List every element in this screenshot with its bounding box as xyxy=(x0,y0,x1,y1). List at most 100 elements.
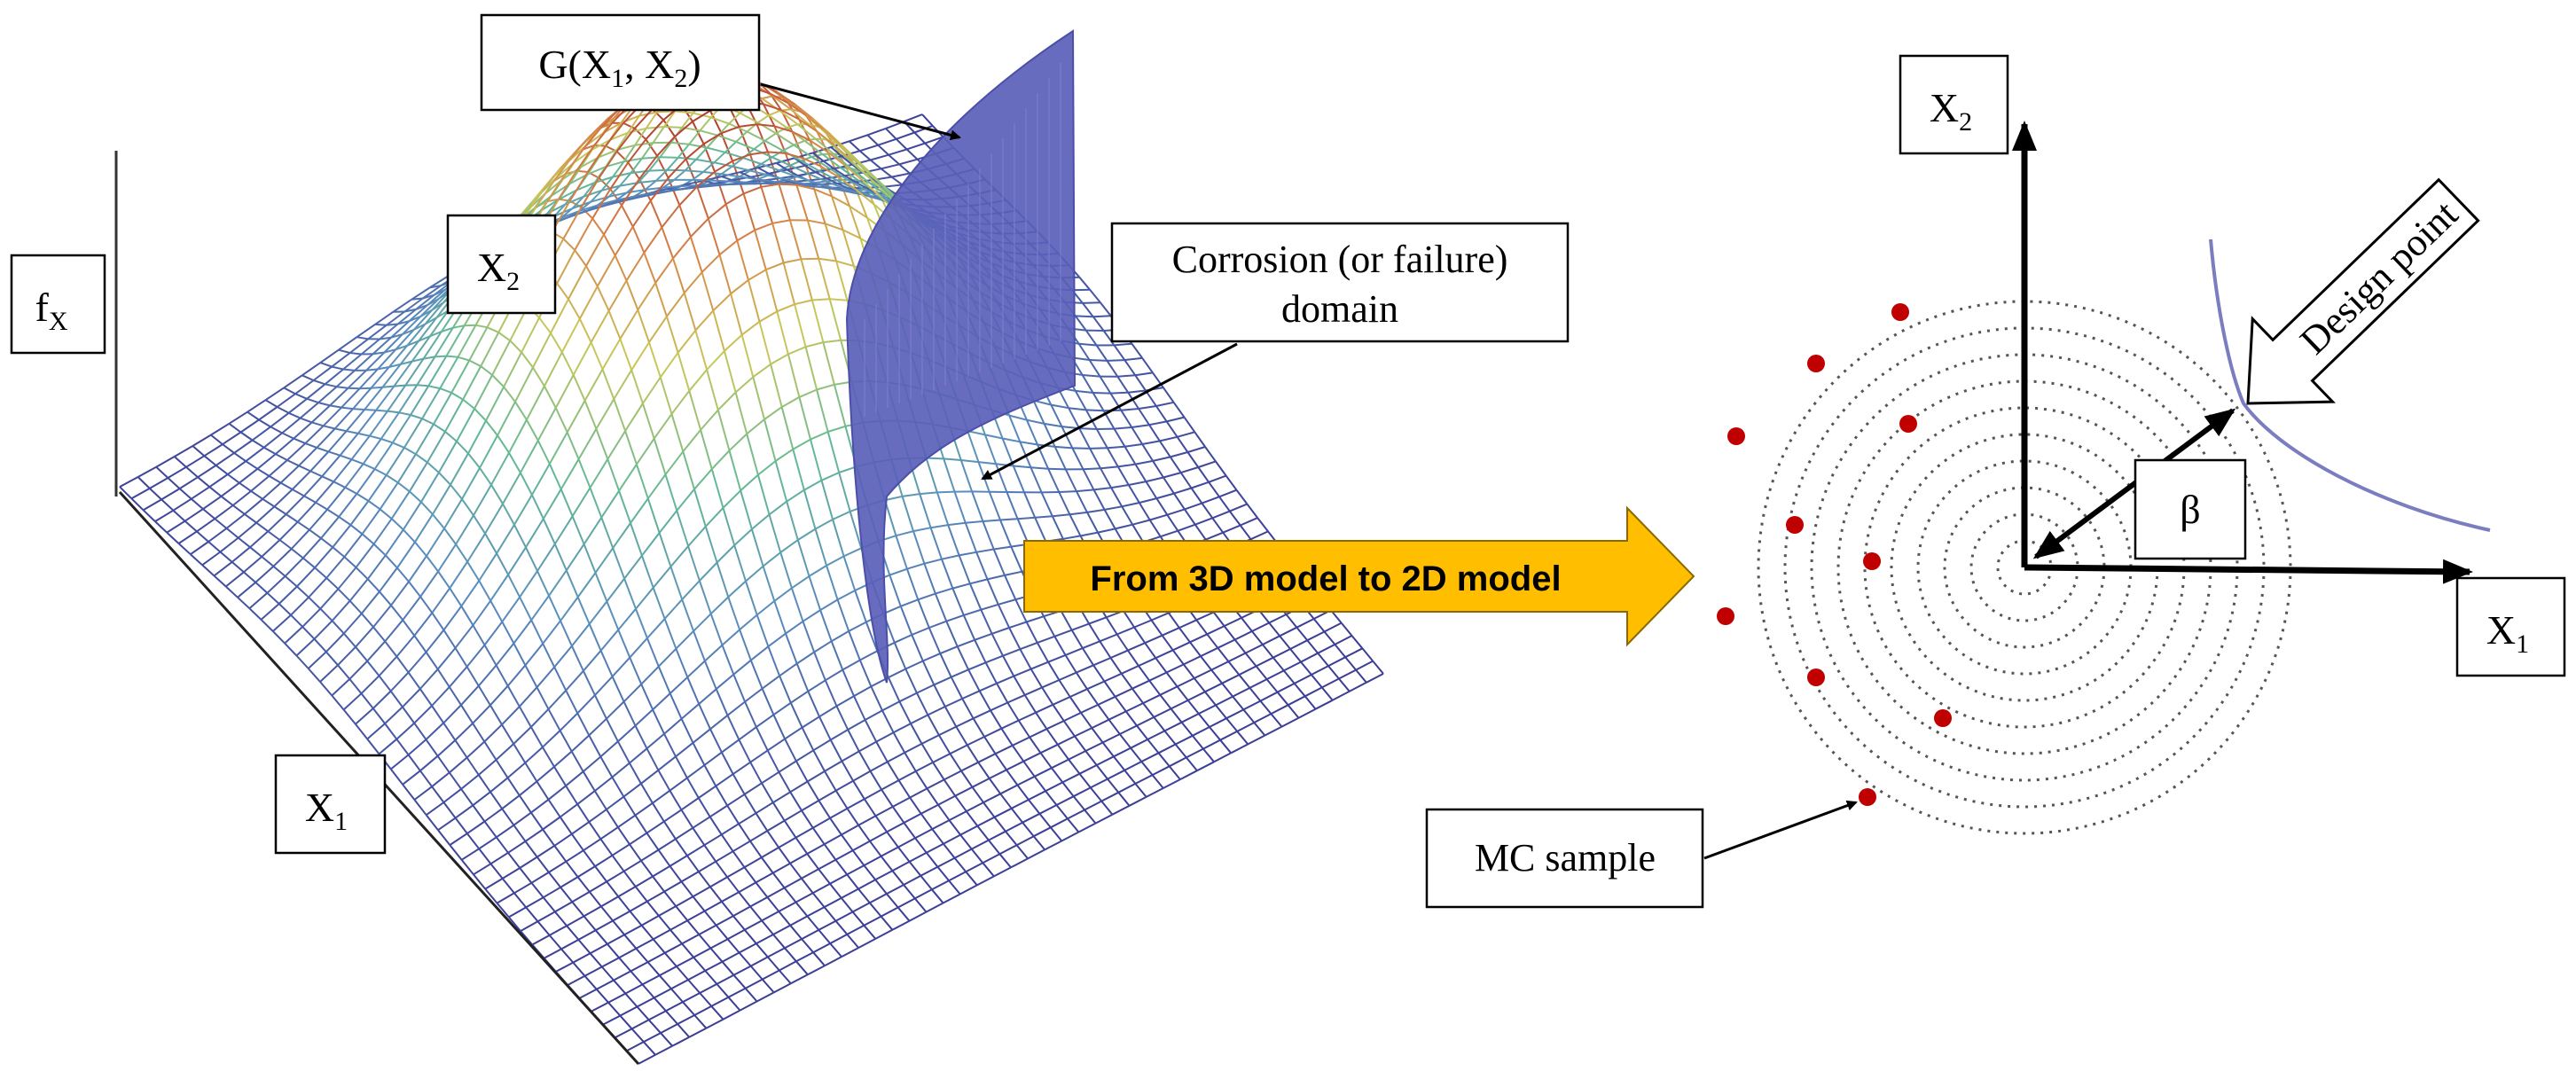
mesh-segment xyxy=(812,882,831,895)
mesh-segment xyxy=(629,900,648,912)
mesh-segment xyxy=(411,335,431,363)
mesh-segment xyxy=(530,799,550,814)
mesh-segment xyxy=(1209,726,1221,741)
mesh-segment xyxy=(766,887,786,898)
mesh-segment xyxy=(355,567,369,580)
mesh-segment xyxy=(300,417,313,424)
mesh-segment xyxy=(1127,392,1139,410)
mesh-segment xyxy=(315,501,328,511)
mesh-segment xyxy=(213,561,233,577)
mesh-segment xyxy=(1052,696,1071,706)
mesh-segment xyxy=(1332,690,1351,701)
mesh-segment xyxy=(1179,770,1198,780)
mesh-segment xyxy=(749,965,763,981)
mesh-segment xyxy=(961,690,981,700)
mesh-segment xyxy=(706,350,725,371)
mesh-segment xyxy=(895,535,908,570)
mesh-segment xyxy=(699,184,718,186)
mesh-segment xyxy=(966,801,984,812)
mesh-segment xyxy=(728,450,742,491)
mesh-segment xyxy=(762,969,780,981)
mesh-segment xyxy=(1238,665,1257,676)
mesh-segment xyxy=(993,866,1012,878)
mesh-segment xyxy=(588,717,607,737)
mesh-segment xyxy=(473,514,486,535)
mesh-segment xyxy=(1089,289,1101,303)
mesh-segment xyxy=(1131,688,1144,704)
mesh-segment xyxy=(726,805,740,825)
mesh-segment xyxy=(542,828,556,847)
mesh-segment xyxy=(588,623,602,652)
mesh-segment xyxy=(771,872,786,889)
mesh-segment xyxy=(990,709,1003,730)
mesh-segment xyxy=(518,794,532,814)
mesh-segment xyxy=(475,324,488,329)
mesh-segment xyxy=(384,640,398,658)
mesh-segment xyxy=(806,843,826,855)
mesh-segment xyxy=(784,738,797,762)
mesh-segment xyxy=(319,348,340,364)
mesh-segment xyxy=(438,472,451,486)
mesh-segment xyxy=(885,128,897,140)
mesh-segment xyxy=(751,513,771,530)
mesh-segment xyxy=(421,387,442,419)
mesh-segment xyxy=(409,490,422,503)
mesh-segment xyxy=(709,110,723,134)
mesh-segment xyxy=(902,493,920,497)
mesh-segment xyxy=(565,569,579,598)
mesh-segment xyxy=(607,1002,622,1017)
mesh-segment xyxy=(630,369,644,404)
mesh-segment xyxy=(519,780,538,796)
mesh-segment xyxy=(1251,630,1264,645)
limit-state-surface xyxy=(845,29,1077,684)
mesh-segment xyxy=(676,489,695,512)
mesh-segment xyxy=(367,500,381,511)
mesh-segment xyxy=(630,961,649,973)
mesh-segment xyxy=(489,600,504,622)
mesh-segment xyxy=(420,472,440,503)
mesh-segment xyxy=(807,965,826,976)
mesh-segment xyxy=(594,572,608,602)
mesh-segment xyxy=(431,771,450,787)
mesh-segment xyxy=(827,425,846,433)
mesh-segment xyxy=(530,812,544,831)
mesh-segment xyxy=(149,477,168,489)
mesh-segment xyxy=(739,171,751,178)
mesh-segment xyxy=(644,180,657,191)
mesh-segment xyxy=(863,798,877,817)
mesh-segment xyxy=(936,490,955,494)
mesh-segment xyxy=(921,734,940,745)
mesh-segment xyxy=(593,790,607,810)
mesh-segment xyxy=(761,978,775,994)
mesh-segment xyxy=(701,271,715,311)
mesh-segment xyxy=(356,336,369,340)
mesh-segment xyxy=(999,518,1018,521)
mesh-segment xyxy=(544,948,562,959)
mesh-segment xyxy=(629,637,648,659)
mesh-segment xyxy=(1180,466,1199,474)
mesh-segment xyxy=(721,645,735,676)
mesh-segment xyxy=(1121,505,1134,526)
mesh-segment xyxy=(716,915,734,927)
design-point-label: Design point xyxy=(2291,192,2466,363)
mesh-segment xyxy=(1306,630,1325,642)
mesh-segment xyxy=(1265,678,1279,693)
mesh-segment xyxy=(1038,804,1057,815)
mesh-segment xyxy=(880,856,894,872)
mesh-segment xyxy=(847,729,860,752)
mesh-segment xyxy=(1161,635,1174,651)
mesh-segment xyxy=(763,406,783,420)
x2-left-label: X2 xyxy=(477,245,520,296)
mesh-segment xyxy=(904,752,917,772)
mesh-segment xyxy=(779,662,798,677)
mesh-segment xyxy=(420,501,434,515)
mesh-segment xyxy=(334,427,347,433)
mesh-segment xyxy=(833,186,852,193)
mesh-segment xyxy=(938,725,957,736)
mesh-segment xyxy=(988,839,1001,855)
mesh-segment xyxy=(600,895,619,908)
mesh-segment xyxy=(1283,661,1302,672)
mesh-segment xyxy=(402,784,416,801)
mesh-segment xyxy=(795,760,809,782)
mesh-segment xyxy=(1097,704,1110,721)
